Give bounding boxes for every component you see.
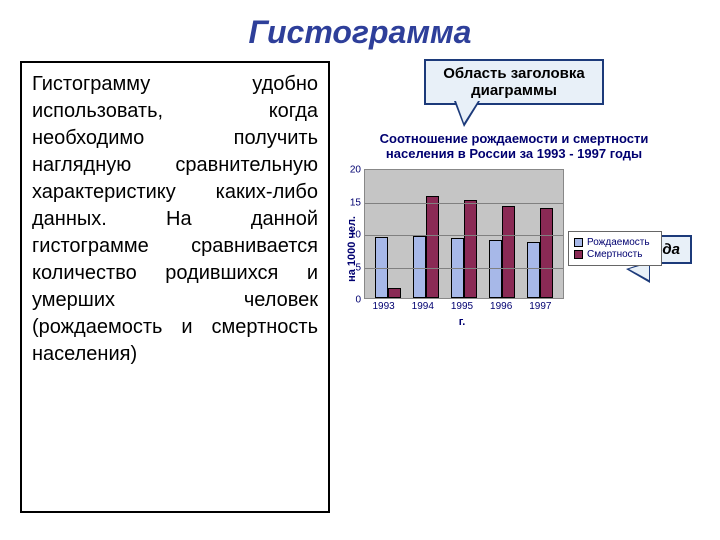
chart-title: Соотношение рождаемости и смертности нас… — [344, 131, 684, 161]
xtick-label: 1997 — [529, 301, 551, 312]
ytick-label: 20 — [345, 165, 361, 176]
legend-item: Смертность — [574, 249, 656, 260]
callout-title-area: Область заголовка диаграммы — [424, 59, 604, 105]
legend-label: Рождаемость — [587, 237, 650, 248]
xtick-label: 1996 — [490, 301, 512, 312]
xtick-label: 1994 — [412, 301, 434, 312]
chart-plot-area: 05101520 — [364, 169, 564, 299]
description-text: Гистограмму удобно использовать, когда н… — [20, 61, 330, 513]
chart-panel: Область заголовка диаграммы Легенда Соот… — [334, 61, 700, 513]
chart-legend: РождаемостьСмертность — [568, 231, 662, 266]
bar-group — [451, 200, 477, 298]
xtick-label: 1993 — [372, 301, 394, 312]
xtick-label: 1995 — [451, 301, 473, 312]
legend-swatch-icon — [574, 238, 583, 247]
bar — [502, 206, 515, 298]
bar — [388, 288, 401, 298]
bar — [489, 240, 502, 298]
ytick-label: 15 — [345, 197, 361, 208]
bar-group — [489, 206, 515, 298]
callout-tail-icon — [454, 101, 480, 127]
legend-label: Смертность — [587, 249, 642, 260]
ytick-label: 10 — [345, 230, 361, 241]
legend-item: Рождаемость — [574, 237, 656, 248]
bar-group — [413, 196, 439, 298]
legend-swatch-icon — [574, 250, 583, 259]
chart: Соотношение рождаемости и смертности нас… — [344, 131, 684, 328]
chart-xticks: 1993 1994 1995 1996 1997 — [360, 299, 564, 312]
bar — [464, 200, 477, 298]
bar — [527, 242, 540, 298]
bar — [426, 196, 439, 298]
chart-xlabel: г. — [360, 316, 564, 328]
page-title: Гистограмма — [0, 0, 720, 51]
bar — [540, 208, 553, 298]
ytick-label: 0 — [345, 295, 361, 306]
ytick-label: 5 — [345, 262, 361, 273]
bar-group — [527, 208, 553, 298]
